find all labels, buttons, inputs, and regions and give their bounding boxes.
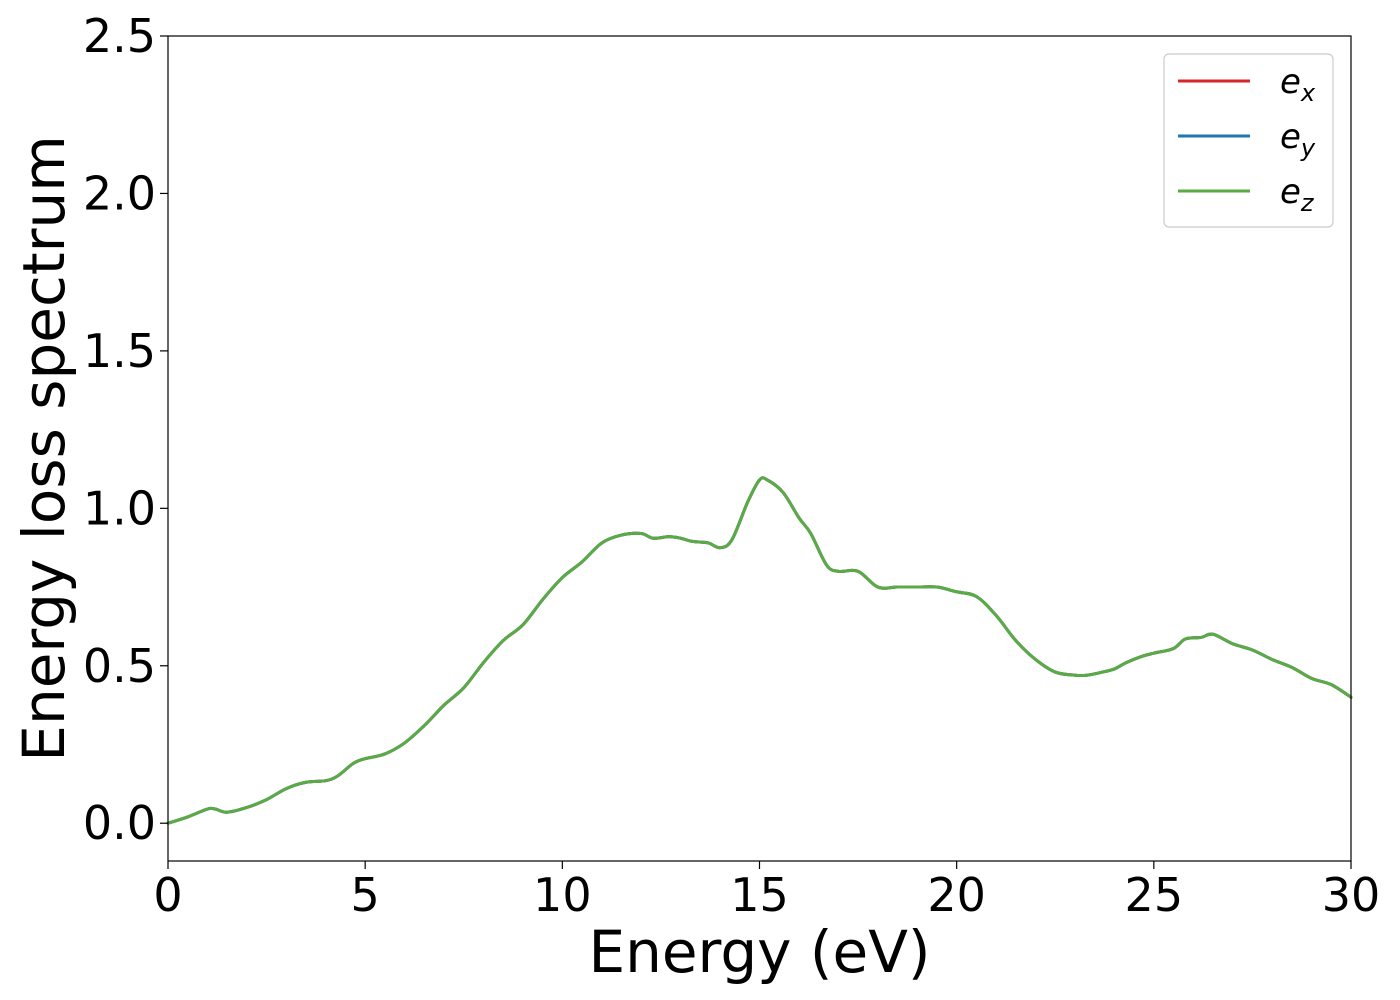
y-tick-label: 1.5: [83, 324, 156, 378]
y-tick-label: 2.0: [83, 166, 156, 220]
x-tick-label: 5: [351, 868, 380, 922]
legend-entry-base: e: [1280, 172, 1301, 212]
legend-entry-subscript: z: [1300, 189, 1315, 217]
y-tick-label: 0.0: [83, 796, 156, 850]
legend-entry-base: e: [1280, 117, 1301, 157]
series-line-e-z: [166, 476, 1353, 825]
y-tick-label: 0.5: [83, 639, 156, 693]
legend-box: [1163, 53, 1334, 228]
y-tick-label: 2.5: [83, 9, 156, 63]
y-axis: 0.0 0.5 1.0 1.5 2.0 2.5: [83, 9, 168, 850]
x-tick-label: 20: [927, 868, 986, 922]
x-tick-label: 25: [1125, 868, 1184, 922]
x-tick-label: 10: [533, 868, 592, 922]
legend-entry-e-z: ez: [1280, 172, 1315, 217]
legend-entry-subscript: y: [1300, 134, 1316, 162]
x-axis-title: Energy (eV): [588, 918, 930, 986]
legend-entry-base: e: [1280, 62, 1301, 102]
legend-entry-e-x: ex: [1280, 62, 1316, 107]
legend-entry-subscript: x: [1300, 79, 1316, 107]
x-tick-label: 15: [730, 868, 789, 922]
y-tick-label: 1.0: [83, 481, 156, 535]
y-axis-title: Energy loss spectrum: [10, 135, 78, 761]
x-tick-label: 30: [1322, 868, 1381, 922]
legend-entry-e-y: ey: [1280, 117, 1316, 162]
x-tick-label: 0: [153, 868, 182, 922]
x-axis: 0 5 10 15 20 25 30: [153, 861, 1380, 922]
series-layer: [166, 476, 1353, 825]
